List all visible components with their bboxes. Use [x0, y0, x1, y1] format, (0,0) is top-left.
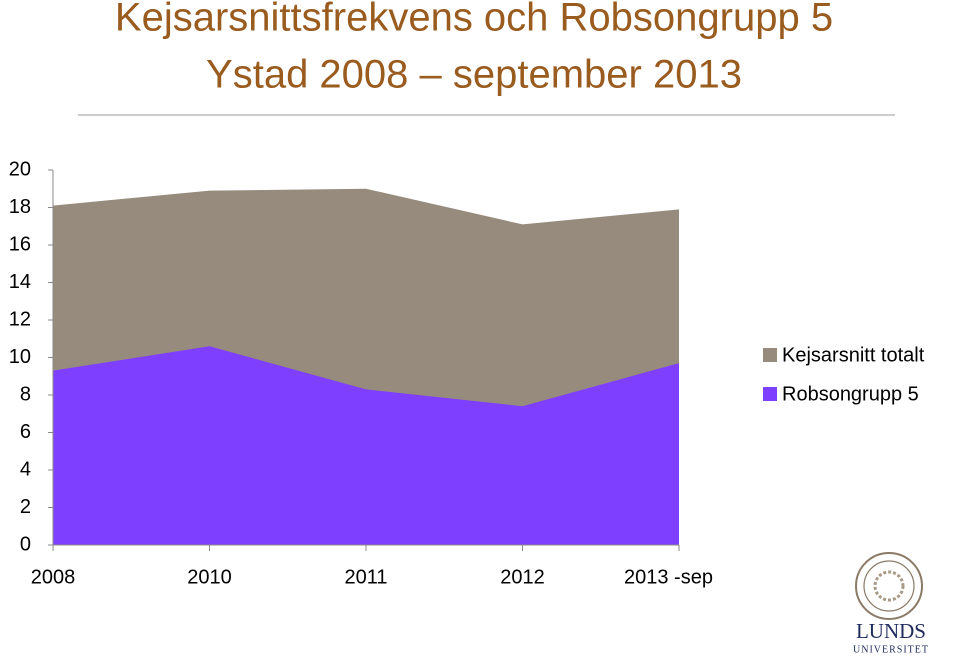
y-tick-label: 8 — [20, 383, 31, 405]
y-tick-label: 2 — [20, 496, 31, 518]
y-tick-label: 18 — [9, 196, 31, 218]
logo-subtitle: UNIVERSITET — [853, 644, 929, 655]
x-tick-label: 2012 — [500, 566, 545, 588]
y-tick-label: 16 — [9, 233, 31, 255]
logo-name: LUNDS — [856, 619, 926, 643]
logo: LUNDS UNIVERSITET — [853, 552, 929, 655]
y-tick-label: 6 — [20, 421, 31, 443]
y-tick-label: 10 — [9, 346, 31, 368]
y-tick-label: 20 — [9, 158, 31, 180]
y-tick-label: 12 — [9, 308, 31, 330]
x-tick-label: 2010 — [187, 566, 232, 588]
legend-swatch — [763, 348, 777, 362]
seal-outer — [855, 552, 923, 620]
legend-swatch — [763, 387, 777, 401]
y-tick-label: 4 — [20, 458, 31, 480]
legend-label: Kejsarsnitt totalt — [782, 344, 925, 366]
x-tick-label: 2013 -sep — [624, 566, 713, 588]
legend-label: Robsongrupp 5 — [782, 383, 919, 405]
y-tick-label: 14 — [9, 271, 31, 293]
x-tick-label: 2011 — [344, 566, 387, 588]
y-tick-label: 0 — [20, 533, 31, 555]
seal-inner — [863, 560, 915, 612]
seal-emblem — [873, 570, 905, 602]
chart-title: Ystad 2008 – september 2013 — [206, 53, 742, 97]
x-tick-label: 2008 — [31, 566, 76, 588]
area — [53, 346, 679, 545]
chart-title: Kejsarsnittsfrekvens och Robsongrupp 5 — [115, 0, 833, 40]
